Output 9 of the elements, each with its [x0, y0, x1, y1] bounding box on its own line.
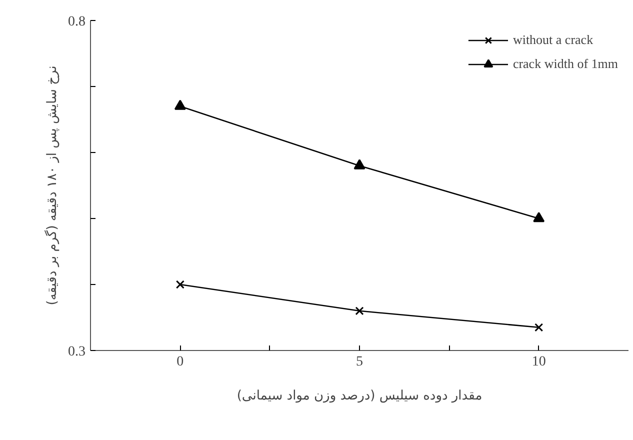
x-tick-label: 10: [532, 354, 546, 370]
x-tick-label: 5: [356, 354, 363, 370]
legend-label: without a crack: [512, 32, 594, 48]
legend-label: crack width of 1mm: [512, 56, 618, 72]
x-tick-label: 0: [176, 354, 184, 370]
x-axis-title: مقدار دوده سیلیس (درصد وزن مواد سیمانی): [236, 388, 482, 404]
y-axis-title: نرخ سایش پس از ۱۸۰ دقیقه (گرم بر دقیقه): [44, 66, 60, 306]
y-tick-label: 0.3: [68, 344, 86, 360]
y-tick-label: 0.8: [68, 14, 86, 30]
